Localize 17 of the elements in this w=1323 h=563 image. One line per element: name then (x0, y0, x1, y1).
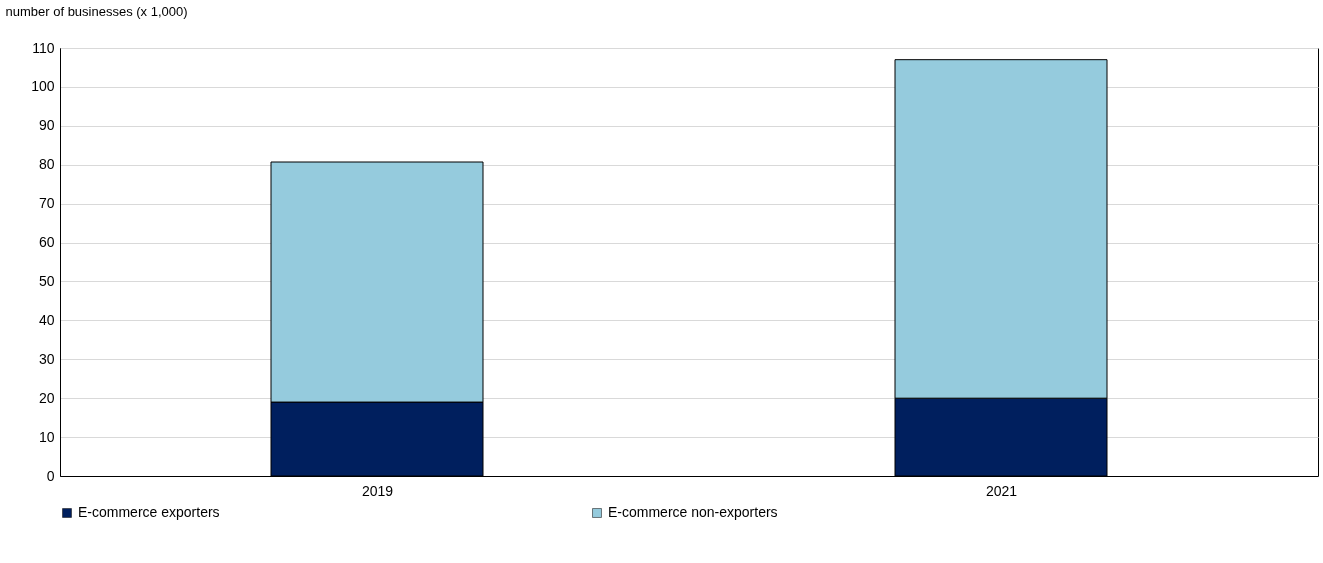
legend-label: E-commerce exporters (78, 504, 220, 520)
y-axis-title: number of businesses (x 1,000) (5, 3, 188, 19)
x-tick-label: 2021 (985, 482, 1018, 499)
y-tick-label: 30 (38, 350, 55, 367)
y-tick-label: 40 (38, 311, 55, 328)
legend-label: E-commerce non-exporters (608, 504, 778, 520)
y-tick-label: 80 (38, 156, 55, 173)
y-tick-label: 50 (38, 272, 55, 289)
y-tick-label: 20 (38, 389, 55, 406)
y-tick-label: 100 (31, 78, 55, 95)
y-tick-label: 70 (38, 195, 55, 212)
y-tick-label: 90 (38, 117, 55, 134)
y-tick-label: 60 (38, 234, 55, 251)
y-tick-label: 110 (32, 39, 55, 56)
y-tick-label: 0 (46, 467, 55, 484)
y-tick-label: 10 (38, 428, 55, 445)
x-tick-label: 2019 (361, 482, 394, 499)
